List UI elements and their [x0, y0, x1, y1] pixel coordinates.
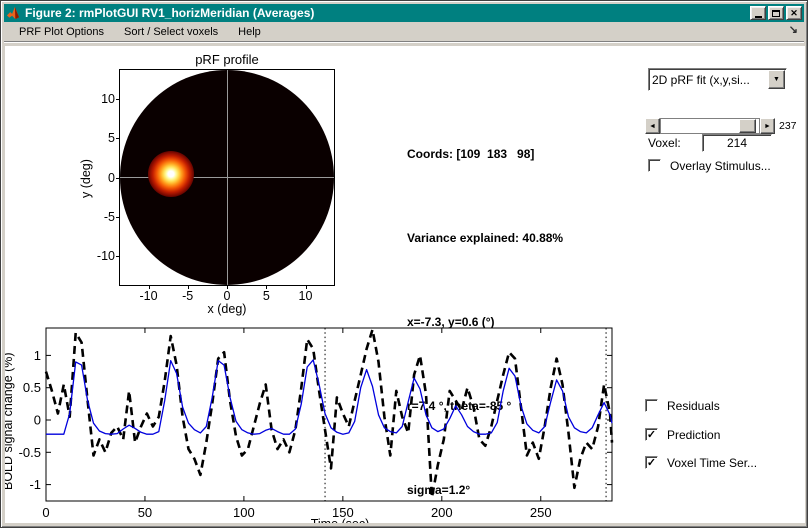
voxel-value-field[interactable]: 214: [702, 134, 772, 152]
ts-ytick-label: 1: [34, 348, 41, 363]
prf-ytick-mark: [116, 99, 119, 100]
prf-ytick-mark: [116, 256, 119, 257]
menu-item-help[interactable]: Help: [231, 24, 268, 40]
maximize-button[interactable]: [768, 6, 784, 20]
ts-xtick-label: 50: [138, 505, 152, 520]
ts-ytick-label: -1: [29, 477, 41, 492]
voxel-timeseries-checkbox[interactable]: ✓: [645, 456, 658, 469]
chevron-down-icon: ▼: [773, 76, 780, 83]
ts-xtick-label: 100: [233, 505, 255, 520]
menu-item-sort-select-voxels[interactable]: Sort / Select voxels: [117, 24, 225, 40]
prf-xtick-mark: [227, 286, 228, 289]
minimize-icon: [755, 16, 762, 18]
ts-ytick-label: 0: [34, 413, 41, 428]
prf-ytick-mark: [116, 138, 119, 139]
prf-ytick-label: 0: [89, 171, 115, 185]
dropdown-arrow-button[interactable]: ▼: [768, 70, 785, 89]
titlebar[interactable]: Figure 2: rmPlotGUI RV1_horizMeridian (A…: [4, 4, 804, 22]
overlay-stimulus-checkbox[interactable]: [648, 159, 661, 172]
minimize-button[interactable]: [750, 6, 766, 20]
prf-ytick-label: -5: [89, 210, 115, 224]
prf-ytick-label: -10: [89, 249, 115, 263]
residuals-checkbox[interactable]: [645, 399, 658, 412]
fit-type-dropdown-value: 2D pRF fit (x,y,si...: [649, 73, 768, 87]
window-title: Figure 2: rmPlotGUI RV1_horizMeridian (A…: [25, 6, 748, 20]
maximize-icon: [772, 10, 780, 17]
matlab-icon: [6, 6, 21, 20]
residuals-label: Residuals: [667, 399, 720, 413]
prf-profile-plot: [119, 69, 335, 286]
prf-xtick-mark: [306, 286, 307, 289]
voxel-label: Voxel:: [648, 136, 681, 150]
prf-crosshair-vertical: [227, 70, 228, 285]
arrow-left-icon: ◄: [649, 123, 656, 130]
ts-xtick-label: 250: [530, 505, 552, 520]
voxel-slider-max-label: 237: [779, 120, 797, 132]
prf-ytick-label: 10: [89, 92, 115, 106]
ts-ytick-label: 0.5: [23, 380, 41, 395]
voxel-slider-left-button[interactable]: ◄: [645, 118, 660, 134]
close-button[interactable]: ✕: [786, 6, 802, 20]
prf-xtick-label: -10: [134, 289, 164, 303]
voxel-timeseries-line: [46, 330, 612, 498]
ts-xtick-label: 0: [42, 505, 49, 520]
dock-figure-arrow-icon[interactable]: ↘: [789, 23, 798, 36]
arrow-right-icon: ►: [764, 123, 771, 130]
close-icon: ✕: [790, 9, 798, 18]
figure-canvas: pRF profile y (deg) x (deg) -10-50510105…: [5, 46, 805, 523]
voxel-slider-thumb[interactable]: [739, 119, 756, 133]
ts-xtick-label: 200: [431, 505, 453, 520]
prf-xtick-mark: [188, 286, 189, 289]
prf-ytick-mark: [116, 178, 119, 179]
voxel-timeseries-label: Voxel Time Ser...: [667, 456, 757, 470]
figure-window: Figure 2: rmPlotGUI RV1_horizMeridian (A…: [0, 0, 808, 528]
ts-ytick-label: -0.5: [19, 445, 41, 460]
overlay-stimulus-label: Overlay Stimulus...: [670, 159, 771, 173]
prf-ytick-label: 5: [89, 131, 115, 145]
menu-item-prf-plot-options[interactable]: PRF Plot Options: [12, 24, 111, 40]
voxel-slider-track[interactable]: [660, 118, 760, 134]
prf-plot-title: pRF profile: [119, 52, 335, 67]
prf-xtick-mark: [149, 286, 150, 289]
prf-xlabel: x (deg): [119, 302, 335, 316]
info-coords: Coords: [109 183 98]: [407, 140, 563, 168]
prf-xtick-label: 0: [212, 289, 242, 303]
prf-xtick-label: 10: [291, 289, 321, 303]
prf-gaussian-blob: [148, 151, 194, 197]
prf-xtick-label: -5: [173, 289, 203, 303]
prf-xtick-mark: [266, 286, 267, 289]
menubar: PRF Plot Options Sort / Select voxels He…: [4, 22, 804, 42]
prf-ytick-mark: [116, 217, 119, 218]
prf-xtick-label: 5: [251, 289, 281, 303]
timeseries-plot: 05010015020025010.50-0.5-1: [5, 321, 665, 523]
fit-type-dropdown[interactable]: 2D pRF fit (x,y,si... ▼: [648, 68, 787, 91]
prediction-label: Prediction: [667, 428, 720, 442]
voxel-slider-right-button[interactable]: ►: [760, 118, 775, 134]
prediction-checkbox[interactable]: ✓: [645, 428, 658, 441]
info-variance-explained: Variance explained: 40.88%: [407, 224, 563, 252]
timeseries-xlabel: Time (sec): [275, 517, 405, 523]
timeseries-ylabel: BOLD signal change (%): [5, 329, 17, 514]
